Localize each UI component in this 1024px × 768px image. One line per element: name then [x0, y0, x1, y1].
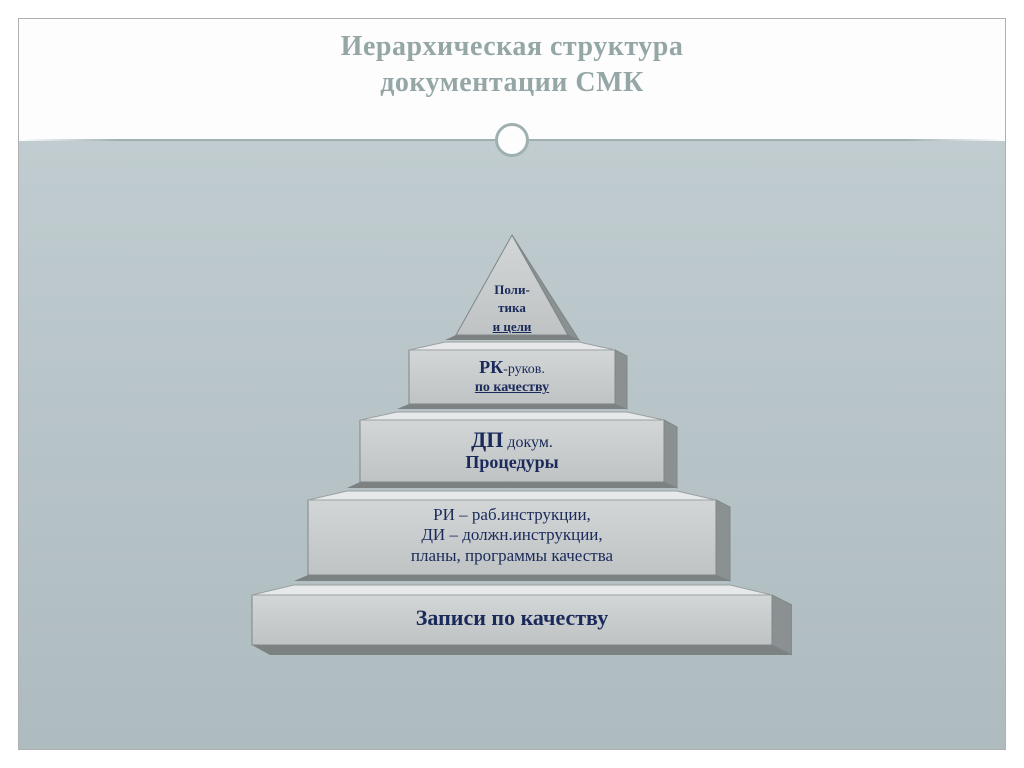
pyramid-diagram: Поли- тика и цели РК-руков.по качеству Д… [232, 205, 792, 685]
title-line-2: документации СМК [19, 65, 1005, 101]
title-line-1: Иерархическая структура [19, 29, 1005, 65]
pyramid-label-3: ДП докум.Процедуры [262, 427, 762, 474]
pyramid-label-4: РИ – раб.инструкции,ДИ – должн.инструкци… [262, 505, 762, 566]
slide: Иерархическая структура документации СМК [0, 0, 1024, 768]
lvl1-line2: тика [498, 300, 526, 315]
pyramid-label-2: РК-руков.по качеству [262, 357, 762, 397]
pyramid-label-5: Записи по качеству [262, 605, 762, 630]
lvl1-line1: Поли- [494, 282, 530, 297]
divider-circle-icon [495, 123, 529, 157]
title-area: Иерархическая структура документации СМК [19, 19, 1005, 137]
slide-frame: Иерархическая структура документации СМК [18, 18, 1006, 750]
content-area: Поли- тика и цели РК-руков.по качеству Д… [19, 141, 1005, 749]
pyramid-label-1: Поли- тика и цели [262, 281, 762, 336]
lvl1-line3: и цели [493, 319, 532, 334]
